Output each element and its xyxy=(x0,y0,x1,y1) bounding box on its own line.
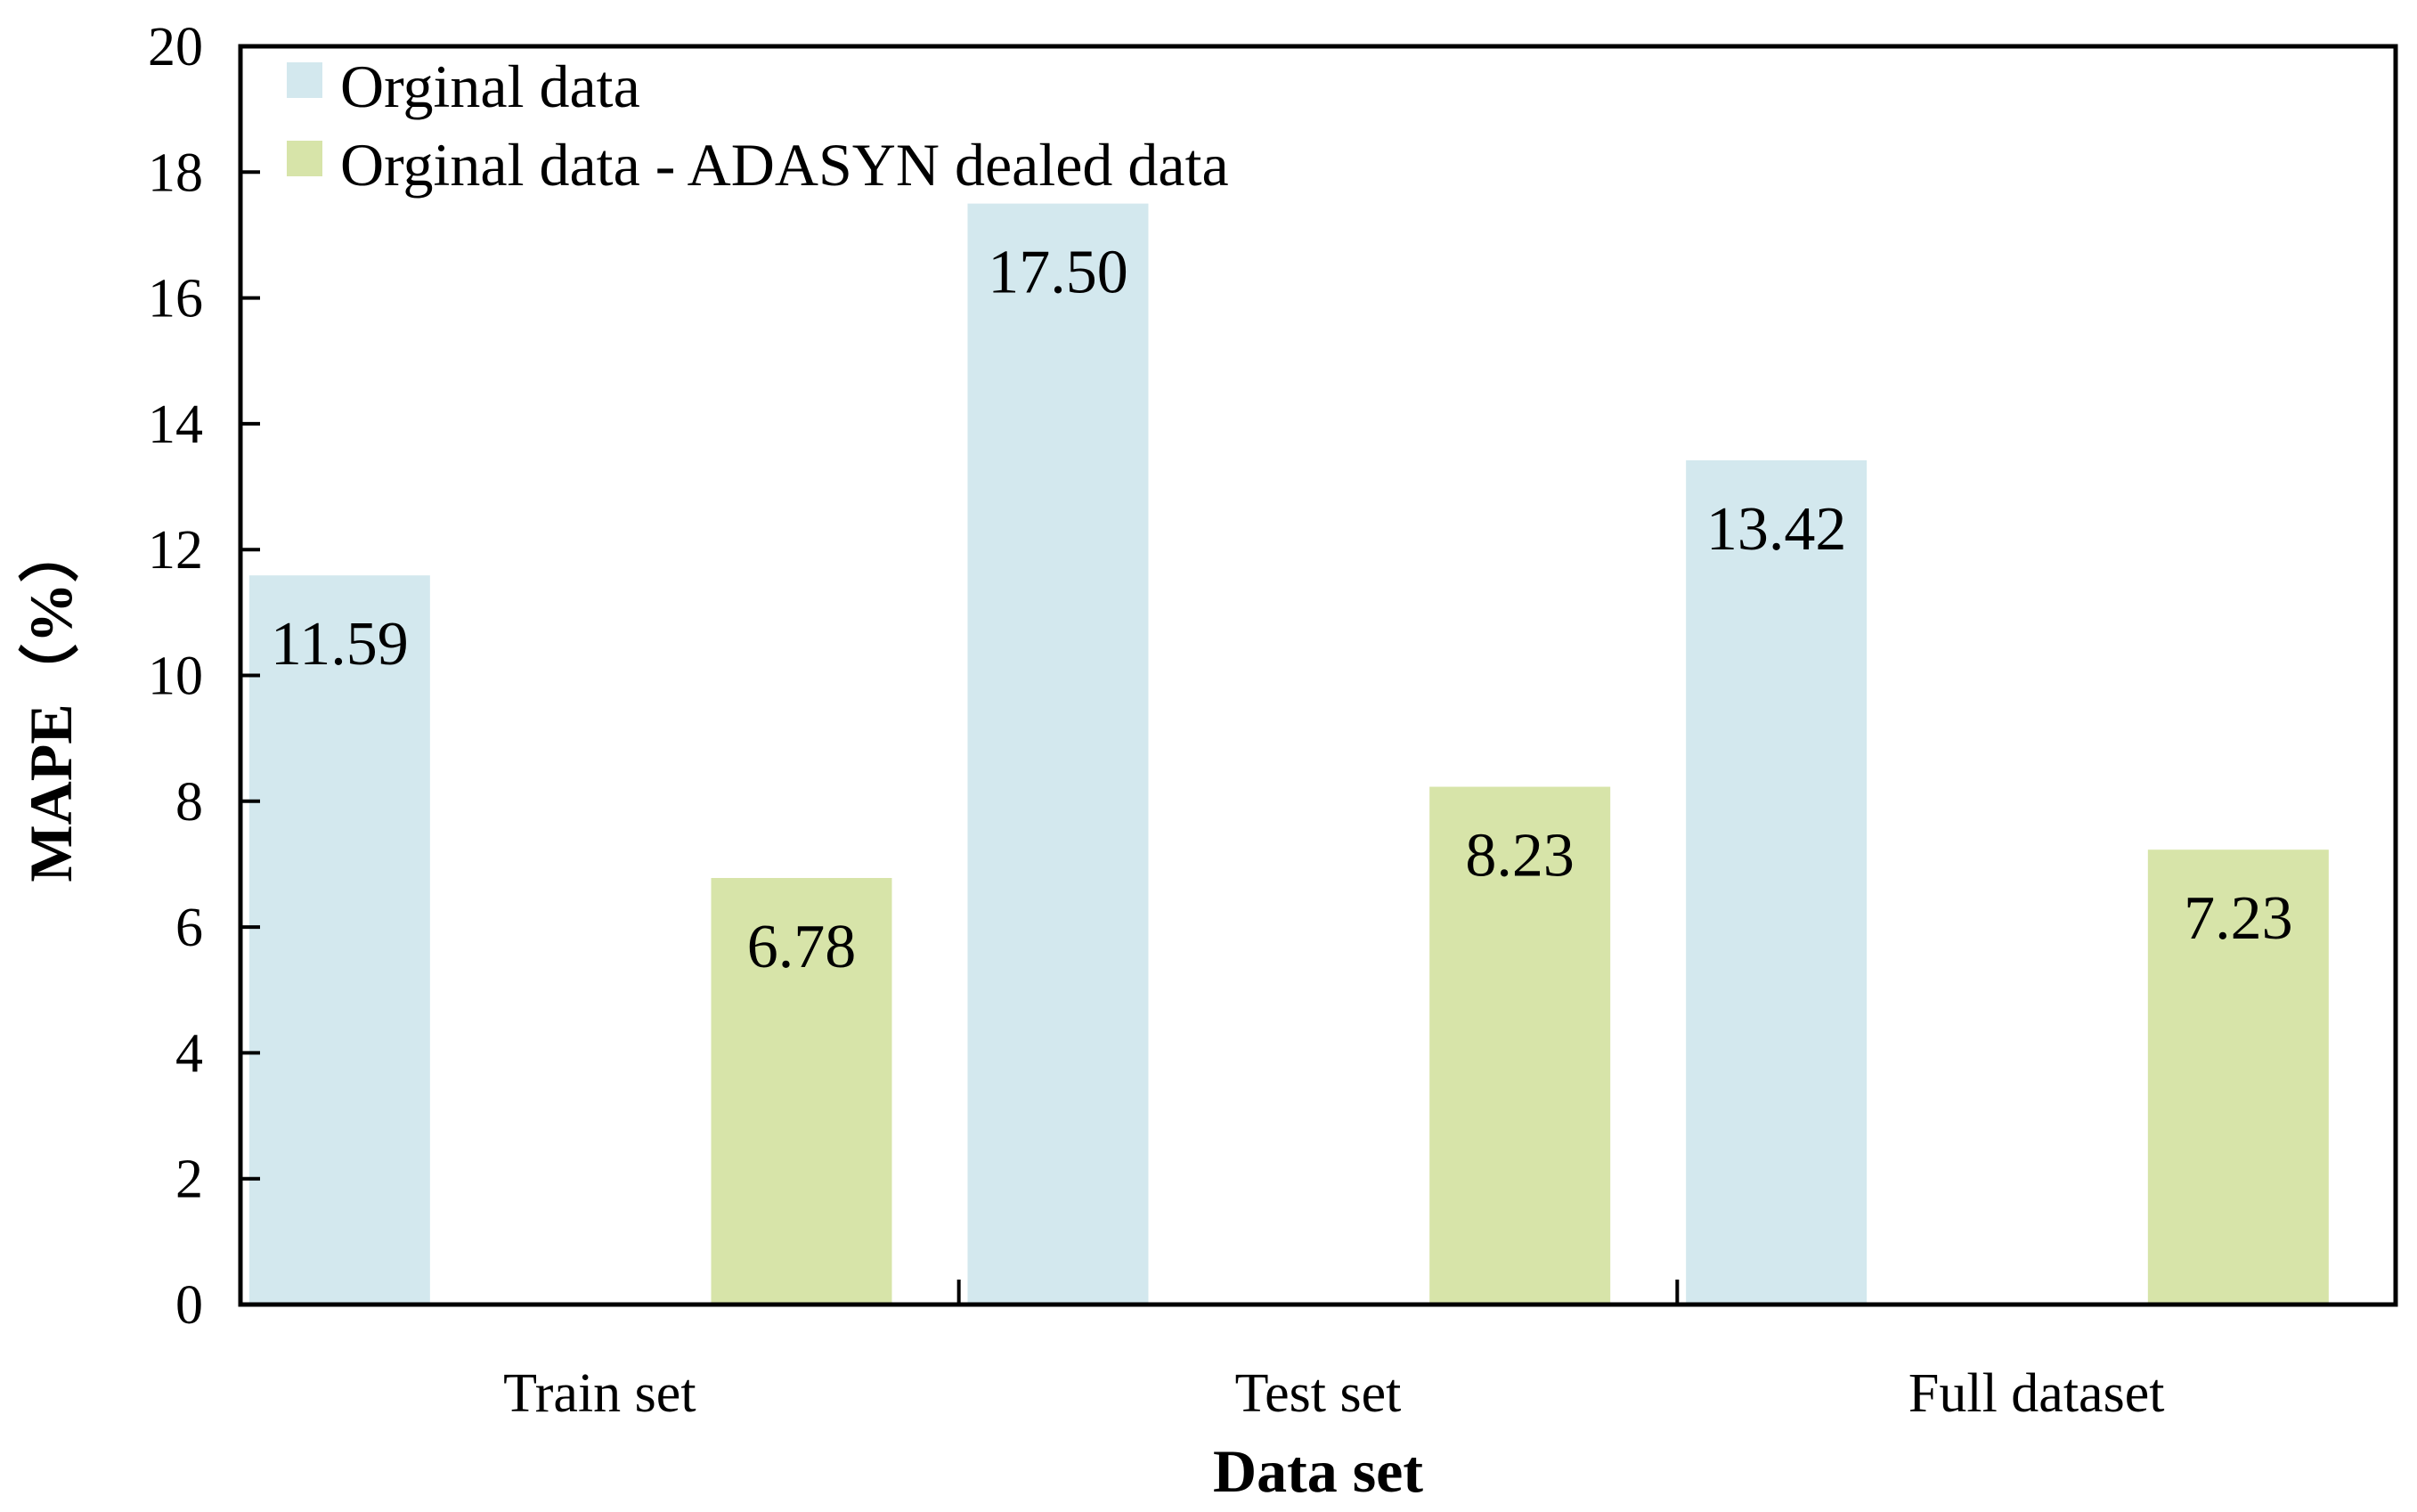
y-tick-label: 12 xyxy=(148,520,203,581)
bar-value-label: 17.50 xyxy=(988,239,1128,307)
bar-adasyn xyxy=(1429,786,1611,1305)
y-tick-label: 0 xyxy=(175,1275,203,1336)
y-tick-label: 20 xyxy=(148,17,203,77)
legend-swatch xyxy=(287,141,322,176)
y-tick-label: 2 xyxy=(175,1150,203,1210)
x-tick-label: Train set xyxy=(503,1363,696,1424)
bar-adasyn xyxy=(2147,849,2329,1305)
y-tick-label: 6 xyxy=(175,898,203,958)
y-axis-title: MAPE（%） xyxy=(17,522,85,882)
x-tick-label: Test set xyxy=(1235,1363,1402,1424)
bar-original xyxy=(248,575,430,1305)
legend-label: Orginal data xyxy=(340,53,640,120)
y-tick-label: 4 xyxy=(175,1023,203,1084)
y-tick-label: 8 xyxy=(175,772,203,833)
plot-frame xyxy=(238,44,2398,1307)
y-tick-label: 10 xyxy=(148,646,203,707)
y-tick-label: 16 xyxy=(148,269,203,329)
legend-label: Orginal data - ADASYN dealed data xyxy=(340,131,1229,199)
legend: Orginal data Orginal data - ADASYN dealed… xyxy=(287,53,1229,199)
y-tick-label: 14 xyxy=(148,394,203,455)
bar-value-label: 8.23 xyxy=(1465,822,1575,890)
x-axis: Train set Test set Full dataset xyxy=(503,1280,2164,1424)
y-axis: 0 2 4 6 8 10 12 14 16 18 20 xyxy=(148,17,260,1336)
bar-value-label: 7.23 xyxy=(2184,884,2293,953)
bar-value-label: 6.78 xyxy=(747,913,857,981)
bars-group xyxy=(248,203,2329,1305)
x-tick-label: Full dataset xyxy=(1908,1363,2165,1424)
x-axis-title: Data set xyxy=(1213,1437,1423,1505)
data-labels-group: 11.59 17.50 13.42 6.78 8.23 7.23 xyxy=(271,239,2293,981)
bar-value-label: 11.59 xyxy=(271,610,409,679)
bar-original xyxy=(967,203,1149,1305)
bar-original xyxy=(1686,459,1868,1305)
legend-swatch xyxy=(287,62,322,98)
y-tick-label: 18 xyxy=(148,142,203,203)
bar-adasyn xyxy=(711,877,892,1305)
bar-value-label: 13.42 xyxy=(1706,495,1847,564)
